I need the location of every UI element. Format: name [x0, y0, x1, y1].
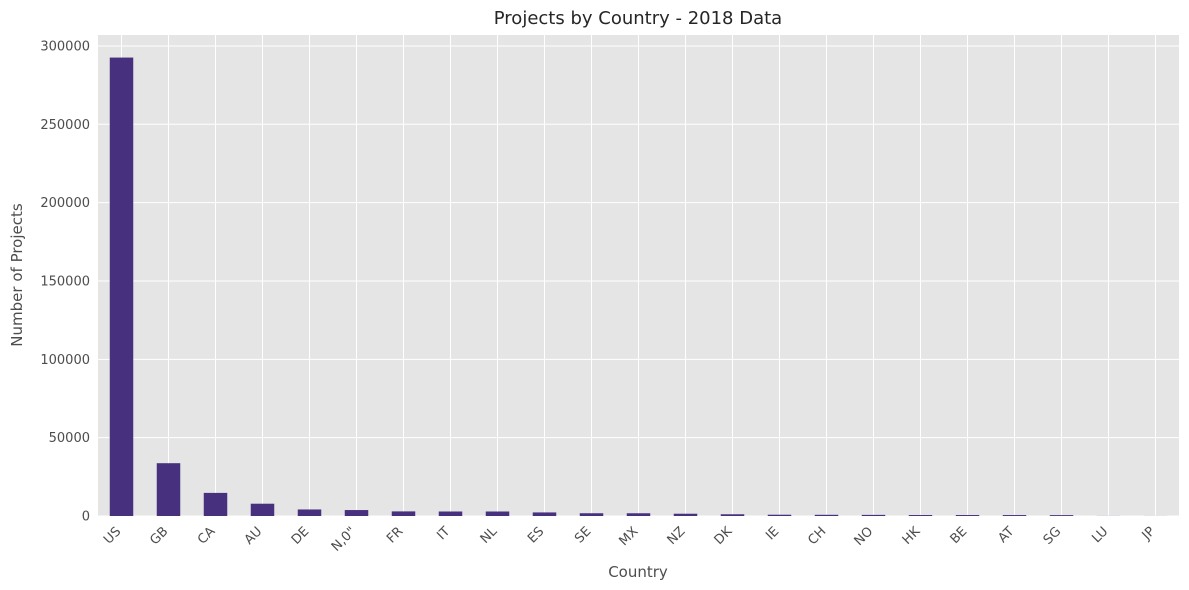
- chart-title: Projects by Country - 2018 Data: [494, 8, 782, 29]
- bar-1: [156, 463, 181, 516]
- bar-8: [485, 511, 510, 516]
- bar-10: [579, 513, 604, 516]
- y-tick-label: 100000: [40, 353, 90, 368]
- x-tick-label: HK: [900, 524, 924, 548]
- bar-0: [109, 57, 134, 517]
- bar-4: [297, 509, 322, 516]
- x-tick-label: IE: [763, 524, 782, 543]
- bar-14: [767, 514, 792, 516]
- bar-3: [250, 503, 275, 516]
- x-tick-label: NL: [478, 524, 501, 547]
- y-tick-label: 50000: [49, 431, 90, 446]
- bar-13: [720, 514, 745, 516]
- x-tick-label: SG: [1041, 524, 1065, 548]
- bar-11: [626, 513, 651, 516]
- bar-5: [344, 510, 369, 516]
- x-tick-label: GB: [147, 524, 171, 548]
- x-tick-label: CA: [195, 524, 218, 547]
- x-tick-label: US: [101, 524, 124, 547]
- x-axis-label: Country: [608, 563, 668, 581]
- bar-19: [1002, 515, 1027, 516]
- x-tick-label: NZ: [665, 524, 689, 548]
- y-axis-label: Number of Projects: [8, 203, 26, 347]
- y-axis-ticks: 0 50000 100000 150000 200000 250000 300000: [40, 39, 90, 524]
- bar-6: [391, 511, 416, 516]
- x-tick-label: FR: [384, 524, 406, 546]
- x-tick-label: DE: [289, 524, 313, 548]
- x-tick-label: MX: [616, 524, 641, 549]
- x-tick-label: N,0": [329, 524, 359, 554]
- x-tick-label: AT: [996, 524, 1018, 546]
- bar-2: [203, 492, 228, 516]
- bar-15: [814, 514, 839, 516]
- x-tick-label: IT: [434, 524, 453, 543]
- x-tick-label: NO: [852, 524, 877, 549]
- bar-17: [908, 515, 933, 516]
- x-tick-label: AU: [242, 524, 266, 548]
- x-gridlines: [121, 35, 1156, 516]
- bar-9: [532, 512, 557, 516]
- bar-20: [1049, 515, 1074, 516]
- x-tick-label: SE: [572, 524, 594, 546]
- y-tick-label: 250000: [40, 118, 90, 133]
- bars: [109, 57, 1168, 517]
- x-axis-ticks: US GB CA AU DE N,0" FR IT NL ES SE MX NZ DK IE CH NO HK BE…: [101, 524, 1158, 555]
- x-tick-label: CH: [805, 524, 829, 548]
- bar-12: [673, 513, 698, 516]
- bar-7: [438, 511, 463, 516]
- x-tick-label: ES: [525, 524, 547, 546]
- y-tick-label: 0: [82, 510, 90, 525]
- y-tick-label: 200000: [40, 196, 90, 211]
- y-tick-label: 300000: [40, 39, 90, 54]
- bar-18: [955, 515, 980, 516]
- y-tick-label: 150000: [40, 274, 90, 289]
- bar-16: [861, 514, 886, 516]
- x-tick-label: BE: [948, 524, 971, 547]
- x-tick-label: JP: [1139, 524, 1159, 544]
- x-tick-label: LU: [1089, 524, 1111, 546]
- x-tick-label: DK: [712, 524, 736, 548]
